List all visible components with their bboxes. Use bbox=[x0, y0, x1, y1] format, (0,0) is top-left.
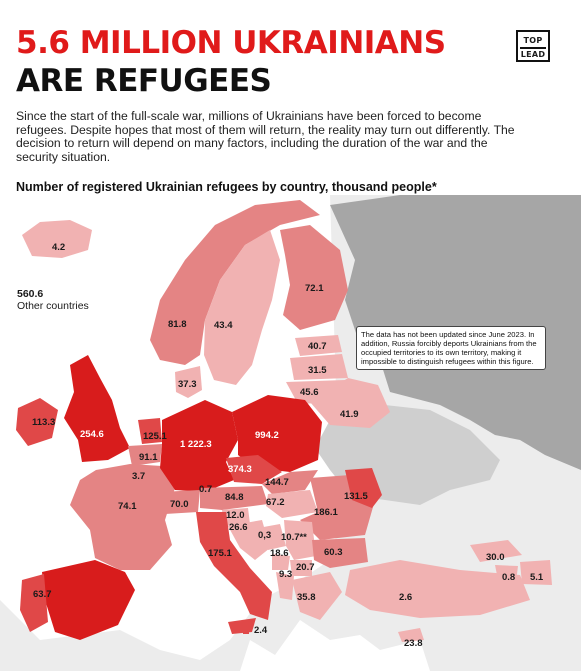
region-albania bbox=[276, 572, 294, 600]
region-belarus bbox=[310, 378, 390, 428]
other-countries: 560.6 Other countries bbox=[17, 288, 89, 312]
label-albania: 9.3 bbox=[279, 569, 292, 580]
label-montenegro: 18.6 bbox=[270, 548, 289, 559]
region-belgium bbox=[128, 444, 162, 466]
label-denmark: 37.3 bbox=[178, 379, 197, 390]
region-austria bbox=[200, 486, 268, 510]
label-sweden: 43.4 bbox=[214, 320, 233, 331]
label-luxembourg: 3.7 bbox=[132, 471, 145, 482]
label-france: 74.1 bbox=[118, 501, 137, 512]
label-azerbaijan: 5.1 bbox=[530, 572, 544, 583]
region-cyprus bbox=[398, 628, 424, 642]
label-bosnia: 0,3 bbox=[258, 530, 271, 541]
top-lead-logo: TOP LEAD bbox=[516, 30, 550, 62]
region-spain bbox=[42, 560, 135, 640]
logo-line-1: TOP bbox=[523, 36, 543, 45]
label-kosovo: 20.7 bbox=[296, 562, 315, 573]
label-croatia: 26.6 bbox=[229, 522, 248, 533]
label-armenia: 0.8 bbox=[502, 572, 515, 583]
map-subtitle: Number of registered Ukrainian refugees … bbox=[16, 180, 437, 194]
region-hungary bbox=[266, 490, 318, 518]
intro-text: Since the start of the full-scale war, m… bbox=[16, 109, 515, 164]
region-italy bbox=[196, 512, 272, 620]
label-austria: 84.8 bbox=[225, 492, 244, 503]
europe-map: 4.2 81.8 43.4 72.1 40.7 31.5 45.6 41.9 3… bbox=[0, 195, 581, 671]
region-switzerland bbox=[160, 490, 200, 514]
label-liechtenstein: 0.7 bbox=[199, 484, 212, 495]
region-bulgaria bbox=[312, 538, 368, 568]
region-slovakia bbox=[262, 470, 318, 494]
label-italy: 175.1 bbox=[208, 548, 232, 559]
label-iceland: 4.2 bbox=[52, 242, 65, 253]
title-line-1: 5.6 MILLION UKRAINIANS bbox=[16, 25, 446, 61]
region-montenegro bbox=[272, 554, 290, 570]
region-sweden bbox=[204, 230, 280, 385]
label-belarus: 41.9 bbox=[340, 409, 359, 420]
region-estonia bbox=[295, 335, 342, 356]
label-turkey: 2.6 bbox=[399, 592, 412, 603]
region-greece bbox=[292, 572, 342, 620]
region-netherlands bbox=[138, 418, 162, 444]
label-uk: 254.6 bbox=[80, 429, 104, 440]
label-slovakia: 144.7 bbox=[265, 477, 289, 488]
label-belgium: 91.1 bbox=[139, 452, 158, 463]
label-estonia: 40.7 bbox=[308, 341, 327, 352]
region-slovenia bbox=[222, 508, 250, 526]
label-lithuania: 45.6 bbox=[300, 387, 319, 398]
label-slovenia: 12.0 bbox=[226, 510, 245, 521]
region-moldova bbox=[345, 468, 382, 508]
region-malta bbox=[243, 628, 249, 634]
region-france bbox=[70, 464, 175, 570]
region-poland bbox=[232, 395, 322, 472]
region-czech bbox=[226, 455, 282, 484]
label-serbia: 10.7** bbox=[281, 532, 307, 543]
label-georgia: 30.0 bbox=[486, 552, 505, 563]
region-kosovo bbox=[290, 560, 312, 576]
region-georgia bbox=[470, 540, 522, 562]
logo-line-2: LEAD bbox=[520, 49, 546, 59]
region-uk bbox=[64, 355, 130, 462]
label-cyprus: 23.8 bbox=[404, 638, 423, 649]
label-czech: 374.3 bbox=[228, 464, 252, 475]
region-finland bbox=[280, 225, 348, 330]
region-turkey bbox=[345, 560, 530, 618]
region-ireland bbox=[16, 398, 58, 446]
region-denmark bbox=[175, 366, 202, 398]
label-germany: 1 222.3 bbox=[180, 439, 212, 450]
region-azerbaijan bbox=[520, 560, 552, 585]
page-title: 5.6 MILLION UKRAINIANS ARE REFUGEES bbox=[16, 24, 446, 100]
other-countries-value: 560.6 bbox=[17, 288, 44, 300]
region-iceland bbox=[22, 220, 92, 258]
region-serbia bbox=[284, 520, 316, 560]
region-portugal bbox=[20, 574, 48, 632]
region-norway bbox=[150, 200, 320, 365]
region-germany bbox=[160, 400, 238, 492]
region-latvia bbox=[290, 354, 348, 380]
label-switzerland: 70.0 bbox=[170, 499, 189, 510]
label-bulgaria: 60.3 bbox=[324, 547, 343, 558]
other-countries-label: Other countries bbox=[17, 300, 89, 312]
label-hungary: 67.2 bbox=[266, 497, 285, 508]
label-netherlands: 125.1 bbox=[143, 431, 167, 442]
region-armenia bbox=[495, 565, 518, 582]
label-norway: 81.8 bbox=[168, 319, 187, 330]
label-finland: 72.1 bbox=[305, 283, 324, 294]
label-romania: 131.5 bbox=[344, 491, 368, 502]
label-ireland: 113.3 bbox=[32, 417, 55, 428]
region-sicily bbox=[228, 618, 256, 634]
title-line-2: ARE REFUGEES bbox=[16, 63, 272, 99]
region-bosnia bbox=[258, 524, 286, 550]
logo-divider bbox=[520, 47, 546, 49]
label-greece: 35.8 bbox=[297, 592, 316, 603]
label-portugal: 63.7 bbox=[33, 589, 52, 600]
data-note: The data has not been updated since June… bbox=[356, 326, 546, 370]
label-latvia: 31.5 bbox=[308, 365, 327, 376]
label-moldova: 186.1 bbox=[314, 507, 338, 518]
label-malta: 2.4 bbox=[254, 625, 268, 636]
label-poland: 994.2 bbox=[255, 430, 279, 441]
